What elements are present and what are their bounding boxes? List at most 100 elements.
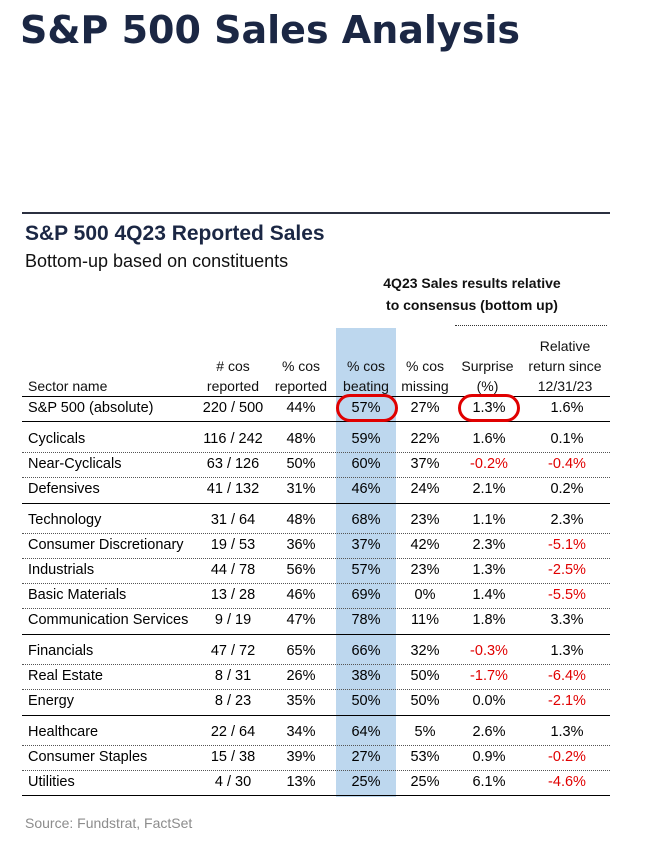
surprise-highlight-circle xyxy=(458,394,520,422)
cell-surprise: 1.3% xyxy=(472,400,506,416)
header-reported-line-1: # cos xyxy=(216,358,250,374)
cell-reported: 8 / 31 xyxy=(214,668,252,684)
cell-reported: 9 / 19 xyxy=(214,612,252,628)
cell-pct-beating: 64% xyxy=(351,724,381,740)
cell-pct-missing: 42% xyxy=(410,537,440,553)
table-row: Basic Materials 13 / 28 46% 69% 0% 1.4% -5.5% xyxy=(22,583,610,608)
cell-rel-return: -4.6% xyxy=(548,774,586,790)
table-row: Industrials 44 / 78 56% 57% 23% 1.3% -2.5% xyxy=(22,558,610,583)
cell-pct-beating: 78% xyxy=(351,612,381,628)
cell-surprise: -1.7% xyxy=(470,668,508,684)
cell-pct-missing: 11% xyxy=(411,612,439,628)
cell-pct-missing: 24% xyxy=(410,481,440,497)
cell-pct-beating: 38% xyxy=(351,668,381,684)
header-rel-return-line-3: 12/31/23 xyxy=(537,378,593,394)
cell-pct-missing: 53% xyxy=(410,749,440,765)
cell-pct-missing: 27% xyxy=(410,400,440,416)
cell-pct-beating: 69% xyxy=(351,587,381,603)
cell-sector: Utilities xyxy=(28,774,75,790)
cell-sector: Financials xyxy=(28,643,94,659)
cell-surprise: 0.0% xyxy=(472,693,506,709)
header-pct-beating-line-1: % cos xyxy=(346,358,386,374)
table-rule-dotted xyxy=(22,608,610,609)
cell-pct-missing: 50% xyxy=(410,668,440,684)
cell-surprise: -0.3% xyxy=(470,643,508,659)
table-rule-dotted xyxy=(22,452,610,453)
table-subtitle: Bottom-up based on constituents xyxy=(25,251,289,271)
cell-pct-reported: 31% xyxy=(286,481,316,497)
cell-surprise: 0.9% xyxy=(472,749,506,765)
cell-pct-reported: 44% xyxy=(286,400,316,416)
cell-pct-missing: 37% xyxy=(410,456,440,472)
cell-pct-beating: 50% xyxy=(351,693,381,709)
cell-rel-return: -5.5% xyxy=(548,587,586,603)
cell-reported: 8 / 23 xyxy=(214,693,252,709)
cell-surprise: 1.8% xyxy=(472,612,506,628)
header-pct-beating-line-2: beating xyxy=(343,378,389,394)
cell-sector: Energy xyxy=(28,693,74,709)
header-pct-reported-line-2: reported xyxy=(274,378,328,394)
table-rule-dotted xyxy=(22,664,610,665)
table-row: S&P 500 (absolute) 220 / 500 44% 57% 27% 1.3%… xyxy=(22,396,610,421)
cell-rel-return: 0.2% xyxy=(550,481,584,497)
cell-pct-reported: 56% xyxy=(286,562,316,578)
table-row: Energy 8 / 23 35% 50% 50% 0.0% -2.1% xyxy=(22,689,610,714)
header-surprise-line-1: Surprise xyxy=(461,358,514,374)
cell-reported: 31 / 64 xyxy=(210,512,256,528)
cell-rel-return: 1.6% xyxy=(550,400,584,416)
cell-pct-reported: 65% xyxy=(286,643,316,659)
cell-reported: 41 / 132 xyxy=(206,481,260,497)
cell-pct-missing: 23% xyxy=(410,562,440,578)
cell-reported: 220 / 500 xyxy=(202,400,264,416)
cell-pct-beating: 68% xyxy=(351,512,381,528)
cell-rel-return: 2.3% xyxy=(550,512,584,528)
table-rule-dotted xyxy=(22,745,610,746)
cell-surprise: 2.3% xyxy=(472,537,506,553)
table-row: Cyclicals 116 / 242 48% 59% 22% 1.6% 0.1% xyxy=(22,427,610,452)
cell-rel-return: 1.3% xyxy=(550,724,584,740)
cell-surprise: 6.1% xyxy=(472,774,506,790)
header-rel-return-line-1: Relative xyxy=(539,338,591,354)
page-title: S&P 500 Sales Analysis xyxy=(20,8,520,52)
header-rel-return-line-2: return since xyxy=(528,358,602,374)
cell-rel-return: 1.3% xyxy=(550,643,584,659)
group-header-rule xyxy=(455,325,607,326)
cell-reported: 22 / 64 xyxy=(210,724,256,740)
table-rule-dotted xyxy=(22,558,610,559)
cell-pct-beating: 57% xyxy=(351,400,381,416)
group-header-line-1: 4Q23 Sales results relative xyxy=(383,275,561,291)
header-reported: # cos reported xyxy=(198,330,268,396)
cell-reported: 116 / 242 xyxy=(203,431,263,447)
table-row: Consumer Staples 15 / 38 39% 27% 53% 0.9% -0.2… xyxy=(22,745,610,770)
cell-reported: 4 / 30 xyxy=(214,774,252,790)
cell-pct-reported: 48% xyxy=(286,431,316,447)
cell-surprise: 1.3% xyxy=(472,562,506,578)
cell-pct-missing: 32% xyxy=(410,643,440,659)
cell-surprise: 1.6% xyxy=(472,431,506,447)
table-row: Healthcare 22 / 64 34% 64% 5% 2.6% 1.3% xyxy=(22,720,610,745)
cell-rel-return: -0.4% xyxy=(548,456,586,472)
table-rule-solid xyxy=(22,715,610,716)
cell-pct-reported: 46% xyxy=(286,587,316,603)
cell-rel-return: -0.2% xyxy=(548,749,586,765)
cell-pct-missing: 5% xyxy=(414,724,436,740)
table-rule-dotted xyxy=(22,533,610,534)
header-surprise: Surprise (%) xyxy=(455,330,520,396)
header-rel-return: Relative return since 12/31/23 xyxy=(520,330,610,396)
cell-sector: Healthcare xyxy=(28,724,99,740)
table-row: Financials 47 / 72 65% 66% 32% -0.3% 1.3% xyxy=(22,639,610,664)
header-surprise-line-2: (%) xyxy=(476,378,499,394)
cell-pct-reported: 26% xyxy=(286,668,316,684)
header-sector: Sector name xyxy=(28,330,198,396)
cell-rel-return: -2.5% xyxy=(548,562,586,578)
header-pct-missing-line-1: % cos xyxy=(405,358,445,374)
cell-reported: 44 / 78 xyxy=(210,562,256,578)
cell-sector: Near-Cyclicals xyxy=(28,456,122,472)
cell-surprise: 1.1% xyxy=(472,512,506,528)
cell-surprise: 1.4% xyxy=(472,587,506,603)
header-pct-missing: % cos missing xyxy=(396,330,454,396)
cell-pct-beating: 37% xyxy=(351,537,381,553)
cell-reported: 47 / 72 xyxy=(210,643,256,659)
cell-pct-beating: 57% xyxy=(351,562,381,578)
cell-reported: 15 / 38 xyxy=(210,749,256,765)
